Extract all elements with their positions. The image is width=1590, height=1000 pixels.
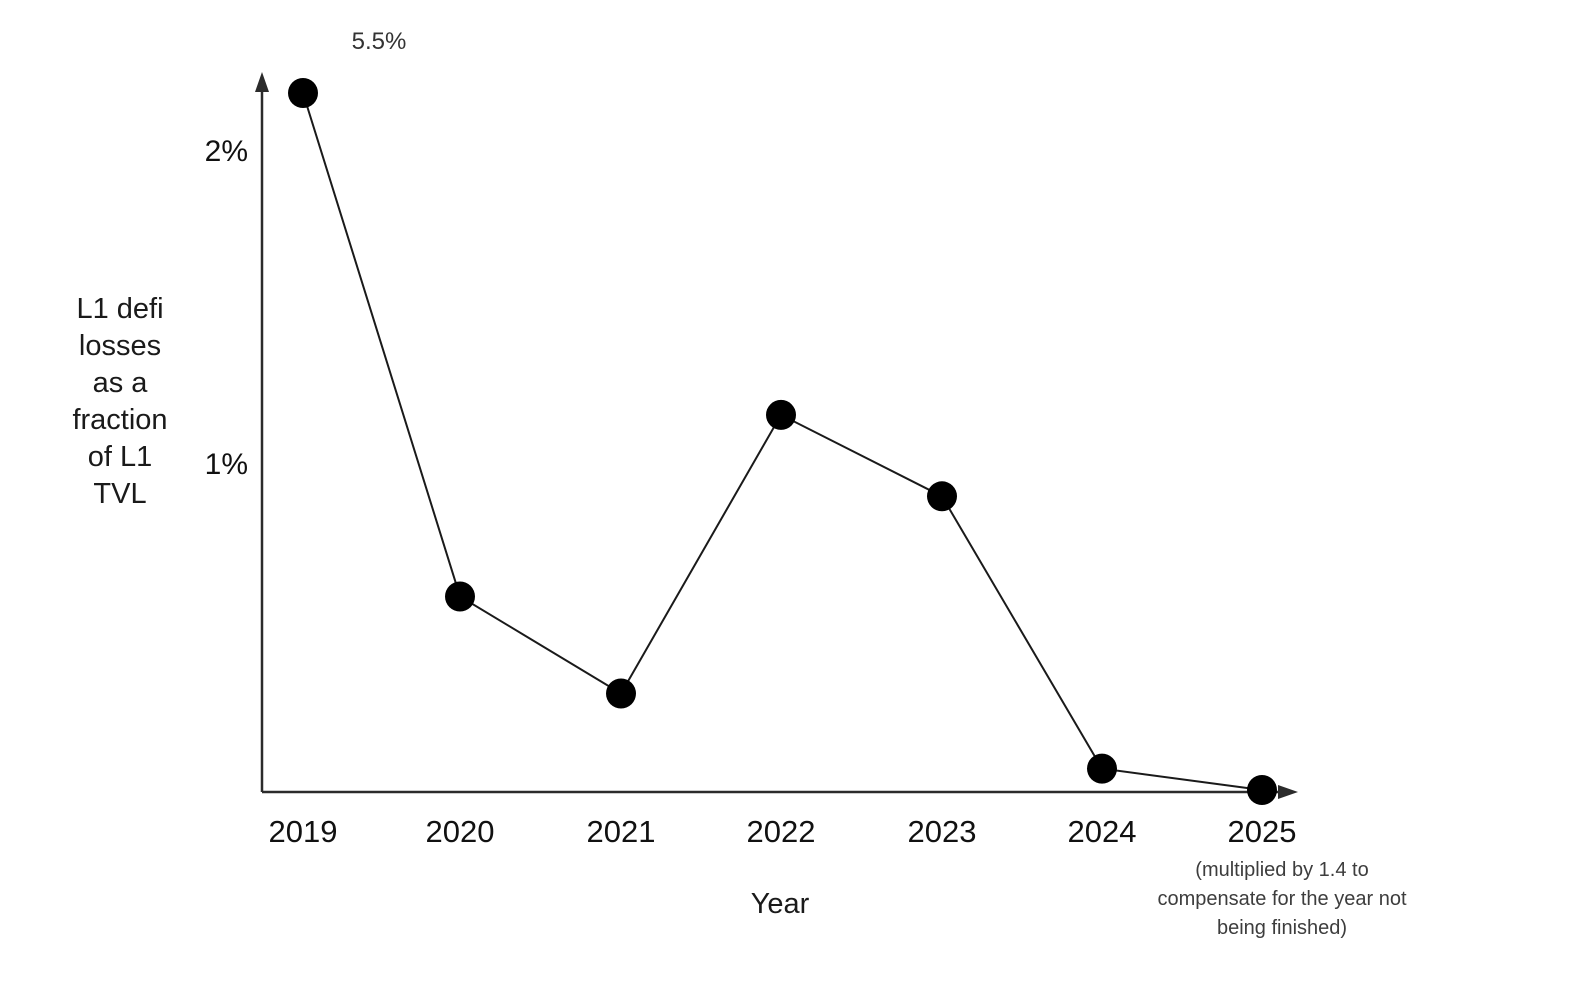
data-point-2024: [1087, 753, 1117, 784]
x-axis-title: Year: [750, 888, 810, 920]
data-point-2020: [445, 581, 475, 612]
footnote-line: being finished): [1216, 917, 1348, 939]
footnote-2025-adjustment: (multiplied by 1.4 to compensate for the…: [1112, 856, 1452, 943]
x-tick-label-2022: 2022: [746, 814, 816, 849]
y-tick-label-1pct: 1%: [204, 448, 248, 481]
data-point-2019: [288, 78, 318, 108]
data-point-2023: [927, 481, 957, 512]
footnote-line: (multiplied by 1.4 to: [1195, 859, 1369, 881]
y-axis-title: L1 defi losses as a fraction of L1 TVL: [40, 291, 200, 513]
data-point-2021: [606, 678, 636, 709]
x-tick-label-2021: 2021: [586, 814, 656, 849]
footnote-line: compensate for the year not: [1157, 888, 1407, 910]
x-tick-label-2019: 2019: [268, 814, 338, 849]
data-point-2022: [766, 399, 796, 430]
y-axis-title-line: losses: [78, 330, 162, 362]
x-tick-label-2020: 2020: [425, 814, 495, 849]
y-axis-title-line: as a: [92, 367, 148, 399]
x-tick-label-2024: 2024: [1067, 814, 1137, 849]
y-axis-arrowhead-icon: [255, 72, 269, 92]
data-label-2019-5.5pct: 5.5%: [351, 28, 407, 55]
y-axis-title-line: fraction: [72, 404, 168, 436]
data-point-2025: [1247, 775, 1277, 805]
y-axis-title-line: L1 defi: [76, 293, 164, 325]
series-line: [302, 92, 1263, 791]
y-axis-title-line: of L1: [87, 441, 153, 473]
y-axis-title-line: TVL: [93, 478, 147, 510]
x-axis-arrowhead-icon: [1278, 785, 1298, 799]
y-tick-label-2pct: 2%: [204, 135, 248, 168]
x-tick-label-2023: 2023: [907, 814, 977, 849]
x-tick-label-2025: 2025: [1227, 814, 1297, 849]
